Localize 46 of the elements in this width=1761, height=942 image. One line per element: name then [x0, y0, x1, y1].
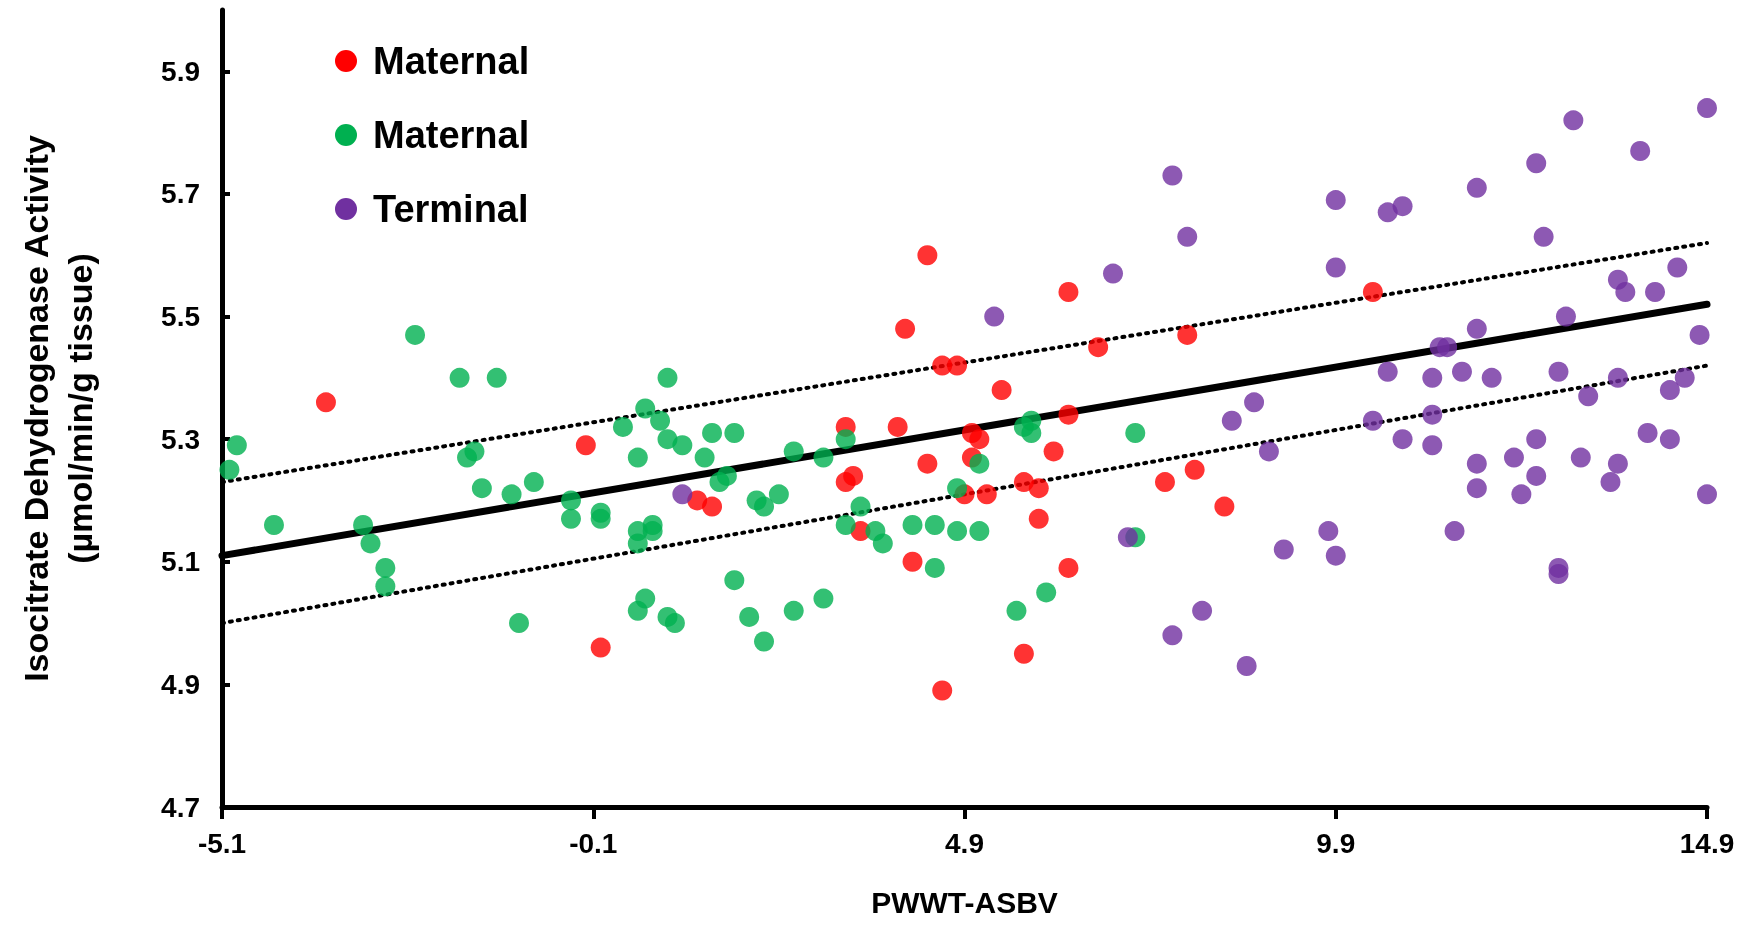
- point: [917, 453, 938, 474]
- y-tick-label: 5.5: [161, 301, 200, 333]
- point: [702, 496, 723, 517]
- point: [895, 318, 916, 339]
- point: [843, 465, 864, 486]
- point: [1058, 282, 1079, 303]
- legend-label: Maternal: [373, 39, 530, 83]
- x-axis-title: PWWT-ASBV: [871, 885, 1058, 919]
- y-axis-title: Isocitrate Dehydrogenase Activity (µmol/min/g tissue): [17, 135, 99, 682]
- legend-label: Maternal: [373, 113, 530, 157]
- x-tick-label: 14.9: [1679, 827, 1735, 859]
- point: [1362, 282, 1383, 303]
- point: [976, 484, 997, 505]
- point: [887, 416, 908, 437]
- point: [947, 355, 968, 376]
- x-tick-label: 9.9: [1316, 827, 1356, 859]
- y-tick-label: 5.3: [161, 423, 200, 455]
- point: [902, 551, 923, 572]
- point: [1088, 337, 1109, 358]
- point: [1184, 459, 1205, 480]
- point: [575, 435, 596, 456]
- point: [1155, 472, 1175, 493]
- x-tick-label: 4.9: [945, 827, 984, 859]
- point: [1013, 643, 1034, 664]
- point: [991, 380, 1012, 401]
- point: [917, 245, 938, 266]
- point: [1028, 478, 1049, 499]
- point: [1177, 324, 1198, 345]
- y-tick-label: 4.9: [161, 668, 200, 700]
- point: [932, 680, 953, 701]
- point: [590, 637, 611, 658]
- x-tick-label: -5.1: [197, 827, 247, 859]
- point: [1058, 557, 1079, 578]
- y-tick-label: 5.9: [161, 55, 200, 87]
- point: [315, 392, 336, 413]
- point: [1043, 441, 1064, 462]
- point: [969, 429, 990, 450]
- point: [1058, 404, 1079, 425]
- y-tick-label: 4.7: [161, 791, 200, 823]
- point: [1214, 496, 1235, 517]
- y-tick-label: 5.7: [161, 178, 200, 210]
- y-tick-label: 5.1: [161, 546, 200, 578]
- x-tick-label: -0.1: [569, 827, 618, 859]
- legend-label: Terminal: [373, 187, 529, 231]
- point: [1028, 508, 1049, 529]
- point: [1013, 472, 1034, 493]
